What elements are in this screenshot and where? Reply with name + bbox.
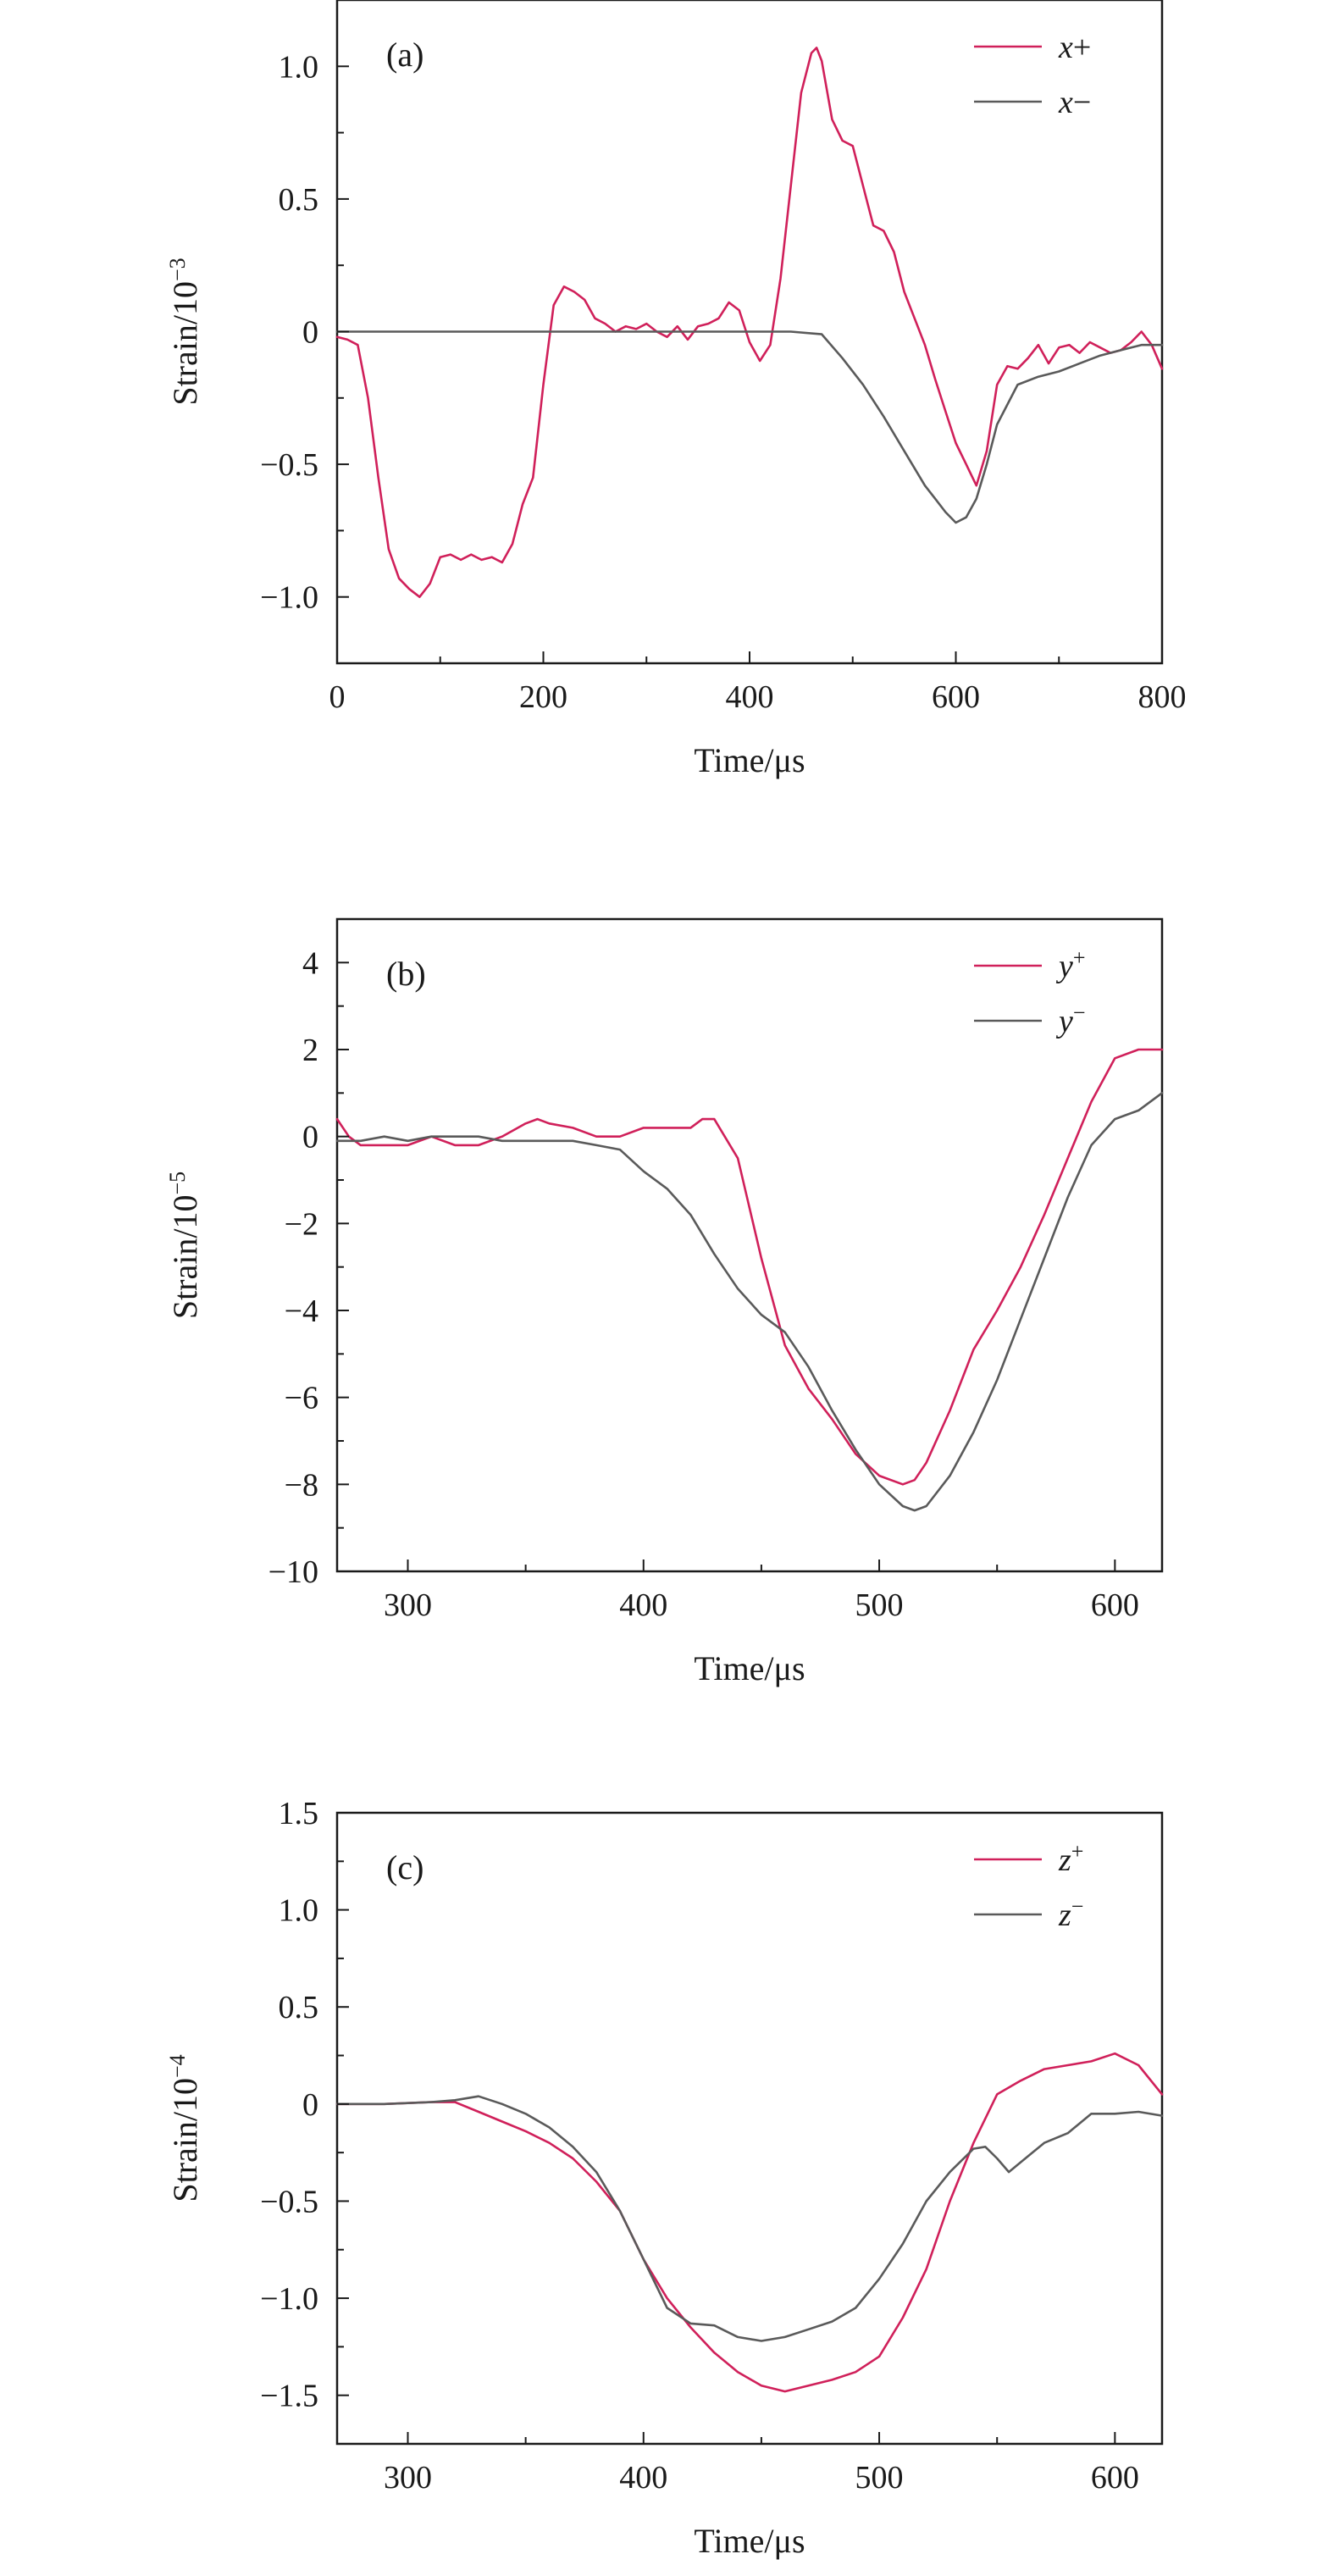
series-layer-c bbox=[335, 2052, 1164, 2393]
y-tick-label: −1.0 bbox=[260, 2281, 318, 2317]
tick-layer-b: 300 400 500 600 −10 −8 −6 −4 −2 0 2 4 bbox=[268, 918, 1139, 1623]
panel-a: 0 200 400 600 800 −1.0 −0.5 0 0.5 1.0 (a) Time/μs… bbox=[165, 0, 1187, 779]
x-axis-label: Time/μs bbox=[694, 741, 805, 779]
x-tick-label: 400 bbox=[619, 2460, 667, 2496]
y-tick-label: 1.0 bbox=[279, 49, 319, 85]
y-tick-label: −6 bbox=[285, 1381, 318, 1416]
legend: y+ y− bbox=[974, 945, 1086, 1040]
legend-label-main: z bbox=[1058, 1897, 1071, 1933]
panel-b: 300 400 500 600 −10 −8 −6 −4 −2 0 2 4 (b) Time/μs S… bbox=[165, 917, 1164, 1687]
plot-frame-c bbox=[335, 1811, 1164, 2446]
legend-label-main: z bbox=[1058, 1842, 1071, 1878]
legend-label: y+ bbox=[1055, 945, 1086, 985]
y-tick-label: −0.5 bbox=[260, 447, 318, 483]
legend-label-main: x bbox=[1058, 30, 1073, 65]
legend-label-sup: − bbox=[1073, 1000, 1086, 1025]
x-tick-label: 500 bbox=[855, 2460, 904, 2496]
y-tick-label: −1.0 bbox=[260, 580, 318, 616]
series-line bbox=[335, 2052, 1164, 2393]
legend-label: z+ bbox=[1058, 1839, 1083, 1879]
x-tick-label: 0 bbox=[329, 679, 346, 715]
y-axis-label-base: Strain/10 bbox=[166, 1195, 204, 1320]
legend-label: z− bbox=[1058, 1894, 1083, 1934]
y-tick-label: 1.0 bbox=[279, 1893, 319, 1929]
y-tick-label: −4 bbox=[285, 1294, 318, 1329]
y-tick-label: −1.5 bbox=[260, 2379, 318, 2414]
y-tick-label: −2 bbox=[285, 1206, 318, 1242]
x-tick-label: 300 bbox=[384, 1587, 432, 1623]
legend-entry: y− bbox=[974, 1000, 1086, 1040]
x-tick-label: 400 bbox=[619, 1587, 667, 1623]
y-tick-label: −8 bbox=[285, 1467, 318, 1503]
series-line bbox=[335, 330, 1164, 524]
panel-label: (b) bbox=[386, 955, 426, 993]
x-tick-label: 800 bbox=[1138, 679, 1187, 715]
y-tick-label: 1.5 bbox=[279, 1796, 319, 1831]
y-tick-label: 0.5 bbox=[279, 1990, 319, 2025]
legend-label-sup: − bbox=[1071, 1894, 1084, 1919]
x-tick-label: 400 bbox=[726, 679, 774, 715]
y-axis-label: Strain/10−4 bbox=[165, 2054, 205, 2202]
y-tick-label: 0 bbox=[302, 2087, 318, 2123]
series-line bbox=[335, 1092, 1164, 1512]
x-tick-label: 300 bbox=[384, 2460, 432, 2496]
legend-entry: x+ bbox=[974, 30, 1091, 65]
series-line bbox=[335, 47, 1164, 598]
legend-entry: x− bbox=[974, 85, 1091, 120]
tick-layer-c: 300 400 500 600 −1.5 −1.0 −0.5 0 0.5 1.0 1.5 bbox=[260, 1796, 1139, 2496]
legend-label: x− bbox=[1058, 85, 1091, 120]
y-tick-label: 2 bbox=[302, 1033, 318, 1068]
y-axis-label-base: Strain/10 bbox=[166, 2078, 204, 2202]
y-tick-label: 0 bbox=[302, 315, 318, 351]
series-layer-a bbox=[335, 47, 1164, 598]
legend-label-sup: + bbox=[1071, 1839, 1084, 1864]
y-tick-label: 0.5 bbox=[279, 182, 319, 218]
x-tick-label: 500 bbox=[855, 1587, 904, 1623]
legend-label: x+ bbox=[1058, 30, 1091, 65]
legend: z+ z− bbox=[974, 1839, 1083, 1934]
series-line bbox=[335, 1048, 1164, 1486]
y-tick-label: 4 bbox=[302, 945, 318, 981]
legend-entry: z− bbox=[974, 1894, 1083, 1934]
y-tick-label: 0 bbox=[302, 1120, 318, 1155]
y-axis-label-base: Strain/10 bbox=[166, 281, 204, 406]
legend-label: y− bbox=[1055, 1000, 1086, 1040]
legend-entry: y+ bbox=[974, 945, 1086, 985]
legend-label-suffix: − bbox=[1073, 85, 1091, 120]
legend-label-sup: + bbox=[1073, 945, 1086, 970]
x-axis-label: Time/μs bbox=[694, 1649, 805, 1687]
legend-label-main: y bbox=[1055, 1004, 1073, 1039]
y-axis-label: Strain/10−5 bbox=[165, 1172, 205, 1319]
y-axis-label-exponent: −3 bbox=[165, 258, 190, 281]
y-axis-label: Strain/10−3 bbox=[165, 258, 205, 405]
legend-label-main: x bbox=[1058, 85, 1073, 120]
legend-label-main: y bbox=[1055, 949, 1073, 984]
y-tick-label: −0.5 bbox=[260, 2184, 318, 2219]
panel-label: (a) bbox=[386, 36, 423, 74]
x-tick-label: 600 bbox=[1091, 2460, 1139, 2496]
y-axis-label-exponent: −4 bbox=[165, 2054, 190, 2078]
x-tick-label: 600 bbox=[1091, 1587, 1139, 1623]
y-tick-label: −10 bbox=[268, 1554, 318, 1590]
panel-label: (c) bbox=[386, 1848, 423, 1886]
legend-entry: z+ bbox=[974, 1839, 1083, 1879]
legend-label-suffix: + bbox=[1073, 30, 1091, 65]
y-axis-label-exponent: −5 bbox=[165, 1172, 190, 1195]
x-axis-label: Time/μs bbox=[694, 2522, 805, 2560]
series-line bbox=[335, 2095, 1164, 2342]
x-tick-label: 200 bbox=[519, 679, 567, 715]
legend: x+ x− bbox=[974, 30, 1091, 120]
series-layer-b bbox=[335, 1048, 1164, 1512]
panel-c: 300 400 500 600 −1.5 −1.0 −0.5 0 0.5 1.0 1.5 (c) T… bbox=[165, 1796, 1164, 2560]
x-tick-label: 600 bbox=[932, 679, 980, 715]
plot-frame-b bbox=[335, 917, 1164, 1573]
tick-layer-a: 0 200 400 600 800 −1.0 −0.5 0 0.5 1.0 bbox=[260, 0, 1187, 715]
